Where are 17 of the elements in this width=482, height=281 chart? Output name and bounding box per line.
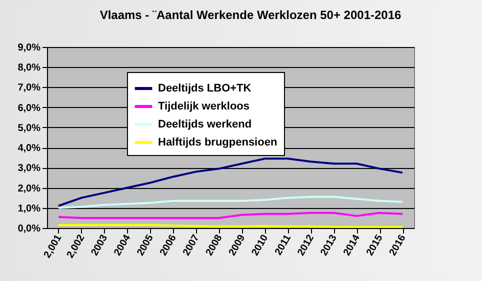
- y-tick-label: 9,0%: [18, 42, 41, 54]
- legend-label: Halftijds brugpensioen: [158, 136, 278, 148]
- y-tick-label: 3,0%: [18, 163, 41, 174]
- legend-label: Deeltijds werkend: [158, 118, 252, 130]
- y-tick-label: 8,0%: [18, 62, 41, 74]
- y-tick-label: 2,0%: [18, 183, 41, 194]
- legend-label: Tijdelijk werkloos: [158, 100, 250, 112]
- chart-title: Vlaams - ¨Aantal Werkende Werklozen 50+ 2001-2016: [100, 8, 402, 22]
- y-tick-label: 7,0%: [18, 82, 41, 94]
- y-tick-label: 4,0%: [18, 143, 41, 154]
- line-series: [57, 196, 404, 209]
- line-series: [57, 158, 404, 207]
- y-tick-label: 0,0%: [18, 224, 41, 234]
- y-tick-label: 6,0%: [18, 102, 41, 114]
- y-tick-label: 1,0%: [18, 203, 41, 214]
- legend-label: Deeltijds LBO+TK: [158, 82, 252, 94]
- y-tick-label: 5,0%: [18, 122, 41, 134]
